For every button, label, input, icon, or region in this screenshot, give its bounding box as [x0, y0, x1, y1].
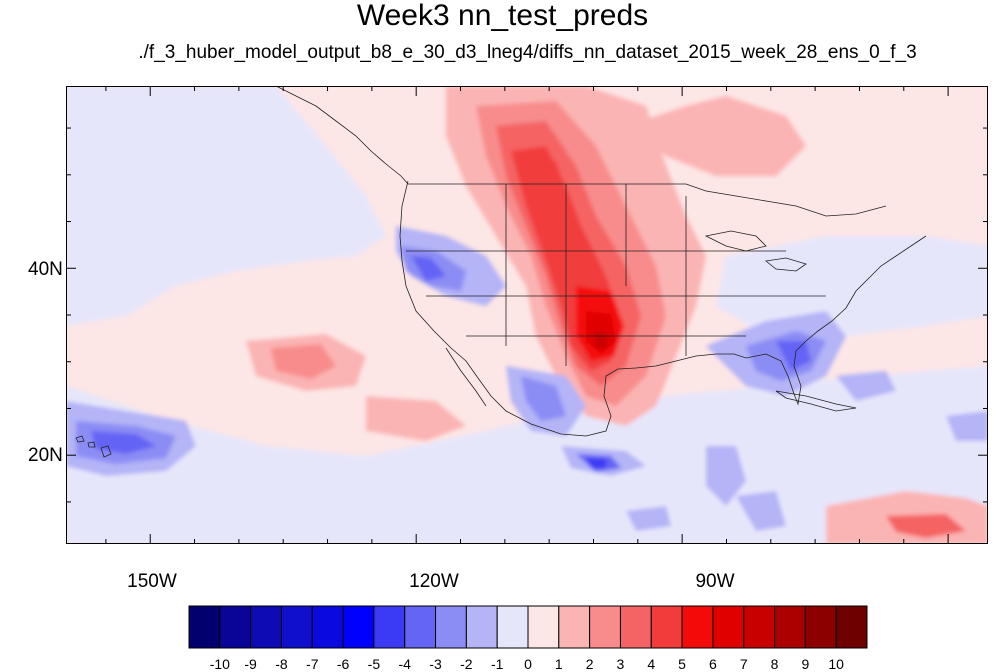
map-plot: [66, 86, 988, 544]
colorbar-swatch: [804, 605, 837, 649]
colorbar-tick-label: 4: [647, 656, 656, 672]
plot-subtitle: ./f_3_huber_model_output_b8_e_30_d3_lneg…: [138, 42, 917, 63]
colorbar-tick-label: -3: [429, 656, 442, 672]
lon-label-150w: 150W: [127, 571, 177, 592]
colorbar-swatch: [219, 605, 252, 649]
colorbar-swatch: [280, 605, 313, 649]
plot-title: Week3 nn_test_preds: [356, 0, 649, 32]
colorbar-swatch: [589, 605, 621, 649]
colorbar-swatch: [681, 605, 714, 649]
colorbar-tick-label: 10: [828, 656, 844, 672]
axis-ticks: [66, 86, 988, 544]
lon-label-90w: 90W: [695, 571, 735, 592]
colorbar-tick-label: -2: [460, 656, 473, 672]
colorbar-tick-label: -6: [336, 656, 350, 672]
colorbar-swatch: [619, 605, 652, 649]
colorbar-swatch: [373, 605, 406, 649]
colorbar-swatch: [435, 605, 467, 649]
colorbar-tick-label: 6: [709, 656, 717, 672]
colorbar-swatch: [774, 605, 806, 649]
lon-label-120w: 120W: [409, 571, 459, 592]
colorbar-tick-label: 5: [678, 656, 686, 672]
colorbar-swatch: [188, 605, 221, 649]
colorbar-tick-label: 1: [554, 656, 563, 672]
colorbar-swatch: [404, 605, 437, 649]
lat-label-20n: 20N: [28, 445, 63, 466]
colorbar-swatch: [250, 605, 282, 649]
colorbar-swatch: [311, 605, 344, 649]
colorbar-swatch: [650, 605, 683, 649]
colorbar-tick-label: -4: [398, 656, 411, 672]
colorbar-swatch: [496, 605, 529, 649]
colorbar-tick-label: 7: [739, 656, 748, 672]
colorbar-swatch: [558, 605, 591, 649]
colorbar-tick-label: 2: [585, 656, 594, 672]
colorbar-tick-label: -1: [490, 656, 504, 672]
colorbar-swatch: [342, 605, 375, 649]
colorbar: [188, 605, 868, 649]
colorbar-tick-label: -7: [306, 656, 319, 672]
colorbar-swatch: [465, 605, 498, 649]
colorbar-swatch: [527, 605, 560, 649]
lat-label-40n: 40N: [28, 259, 63, 280]
colorbar-swatch: [743, 605, 776, 649]
colorbar-swatch: [835, 605, 868, 649]
colorbar-tick-label: 3: [616, 656, 625, 672]
colorbar-tick-label: 8: [770, 656, 779, 672]
colorbar-tick-label: -9: [244, 656, 257, 672]
colorbar-tick-label: -8: [275, 656, 288, 672]
anomaly-field: [66, 86, 988, 544]
colorbar-swatch: [712, 605, 745, 649]
coastlines: [75, 86, 927, 458]
colorbar-tick-label: -5: [367, 656, 381, 672]
colorbar-tick-label: 9: [801, 656, 810, 672]
colorbar-tick-label: -10: [209, 656, 230, 672]
colorbar-tick-label: 0: [524, 656, 532, 672]
